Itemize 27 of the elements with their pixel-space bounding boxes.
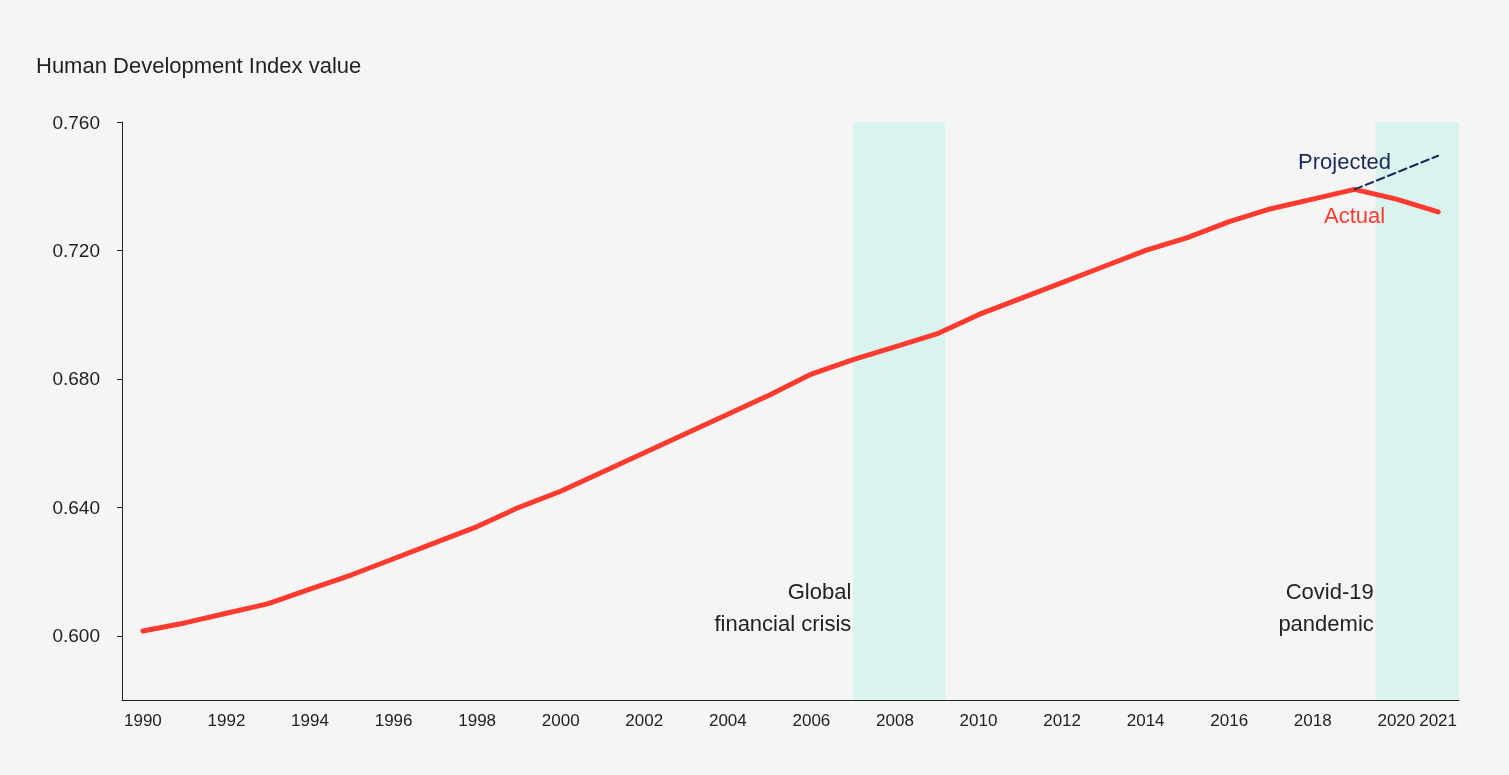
x-tick-label: 2000 <box>541 711 580 730</box>
x-tick-label: 2004 <box>708 711 747 730</box>
y-tick-label: 0.640 <box>52 496 100 518</box>
x-tick-label: 2016 <box>1210 711 1249 730</box>
series-label: Projected <box>1298 148 1392 174</box>
x-tick-label: 1996 <box>374 711 413 730</box>
x-tick-label: 1994 <box>291 711 329 730</box>
x-tick-label: 2002 <box>625 711 664 730</box>
x-tick-label: 2008 <box>876 711 914 730</box>
series-label: Actual <box>1323 202 1386 228</box>
x-tick-label: 2010 <box>959 711 998 730</box>
y-tick-label: 0.720 <box>52 239 100 261</box>
x-tick-label: 2018 <box>1293 711 1332 730</box>
band-label: Global financial crisis <box>714 579 852 637</box>
x-tick-label: 2014 <box>1126 711 1165 730</box>
x-tick-label: 2020 <box>1377 711 1416 730</box>
band-label: Covid-19 pandemic <box>1278 579 1374 637</box>
x-tick-label: 1992 <box>207 711 246 730</box>
y-tick-label: 0.760 <box>52 111 100 133</box>
y-tick-label: 0.680 <box>52 368 100 390</box>
x-tick-label: 2021 <box>1419 711 1458 730</box>
x-tick-label: 2006 <box>792 711 831 730</box>
x-tick-label: 2012 <box>1043 711 1081 730</box>
x-tick-label: 1990 <box>123 711 162 730</box>
x-tick-label: 1998 <box>458 711 497 730</box>
y-tick-label: 0.600 <box>52 625 100 647</box>
y-axis-title: Human Development Index value <box>36 52 362 78</box>
